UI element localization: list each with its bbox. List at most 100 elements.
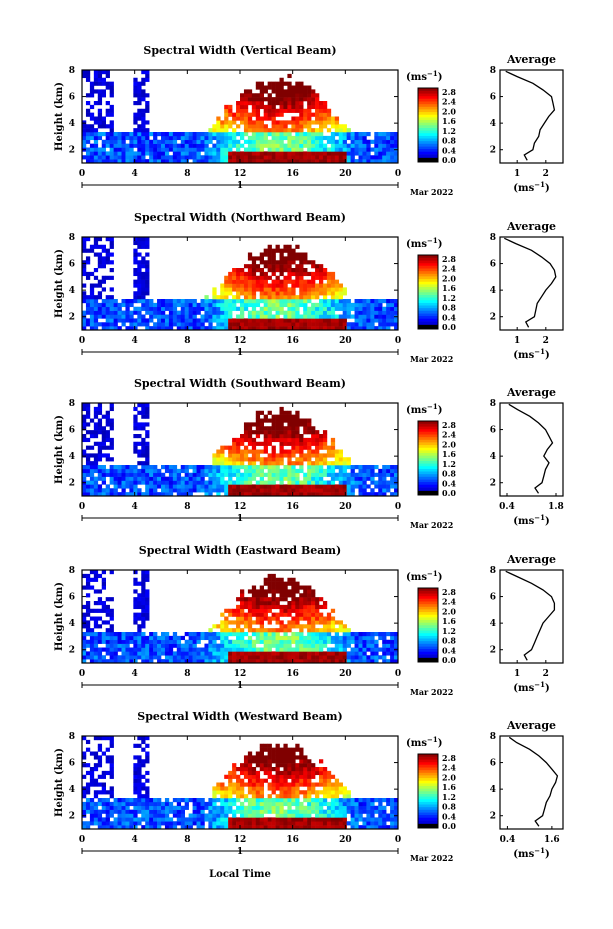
heatmap-cell [82, 120, 87, 125]
colorbar-swatch [418, 93, 438, 97]
heatmap-cell [303, 306, 308, 311]
heatmap-cell [311, 817, 316, 822]
heatmap-cell [334, 128, 340, 133]
colorbar-swatch [418, 601, 438, 605]
heatmap-cell [82, 790, 87, 795]
heatmap-cell [220, 139, 225, 144]
heatmap-cell [259, 585, 264, 590]
heatmap-cell [192, 659, 197, 664]
heatmap-cells [82, 570, 399, 664]
heatmap-cell [208, 639, 213, 644]
heatmap-cell [141, 763, 146, 768]
heatmap-cell [228, 488, 233, 493]
heatmap-cell [358, 139, 363, 144]
heatmap-cell [145, 655, 150, 660]
heatmap-cell [287, 651, 292, 656]
heatmap-cell [196, 139, 201, 144]
heatmap-cell [121, 310, 126, 315]
heatmap-cell [291, 778, 296, 783]
heatmap-cell [82, 624, 87, 629]
heatmap-cell [184, 651, 189, 656]
heatmap-cell [243, 93, 249, 98]
heatmap-cell [259, 488, 264, 493]
colorbar-swatch [418, 310, 438, 314]
heatmap-cell [267, 260, 272, 265]
heatmap-cell [137, 124, 142, 129]
heatmap-cell [133, 778, 138, 783]
heatmap-cell [247, 616, 253, 621]
heatmap-cell [303, 108, 308, 113]
heatmap-cell [109, 763, 114, 768]
x-tick-label: 20 [339, 502, 352, 512]
heatmap-cell [315, 159, 320, 164]
heatmap-cell [319, 767, 324, 772]
heatmap-cell [346, 128, 351, 133]
heatmap-cell [295, 449, 300, 454]
average-x-tick-label: 0.4 [499, 502, 515, 512]
heatmap-cell [247, 778, 253, 783]
heatmap-cell [97, 809, 103, 814]
heatmap-cell [291, 291, 296, 296]
heatmap-cell [330, 488, 336, 493]
heatmap-cell [105, 437, 110, 443]
heatmap-cell [263, 805, 268, 810]
heatmap-cell [113, 488, 118, 493]
heatmap-cell [346, 151, 351, 156]
heatmap-cell [125, 484, 130, 489]
heatmap-cell [322, 774, 328, 779]
heatmap-cell [212, 453, 217, 458]
heatmap-cell [137, 767, 142, 772]
heatmap-cell [362, 159, 367, 164]
heatmap-cell [338, 299, 343, 304]
heatmap-cell [279, 825, 284, 830]
colorbar-swatch [418, 297, 438, 301]
heatmap-cell [334, 299, 340, 304]
heatmap-cell [251, 101, 257, 106]
heatmap-cell [259, 767, 264, 772]
heatmap-cell [164, 322, 170, 327]
colorbar-tick-label: 0.8 [442, 469, 456, 479]
heatmap-cell [287, 248, 292, 253]
heatmap-cell [287, 763, 292, 768]
heatmap-cell [267, 770, 272, 776]
day-label: 1 [237, 181, 243, 191]
heatmap-cell [105, 813, 110, 818]
heatmap-cell [362, 155, 367, 160]
heatmap-cell [299, 295, 304, 300]
heatmap-cell [247, 155, 253, 160]
heatmap-cell [85, 655, 91, 660]
heatmap-cell [109, 813, 114, 818]
heatmap-cell [275, 306, 280, 311]
heatmap-cell [299, 778, 304, 783]
heatmap-cell [283, 492, 288, 497]
heatmap-cell [208, 310, 213, 315]
heatmap-cell [161, 310, 166, 315]
heatmap-cell [188, 322, 193, 327]
heatmap-cell [255, 759, 261, 764]
heatmap-cell [330, 445, 336, 450]
heatmap-cell [291, 271, 296, 277]
heatmap-cell [362, 306, 367, 311]
heatmap-cell [85, 108, 91, 113]
heatmap-cell [153, 825, 158, 830]
heatmap-cell [275, 763, 280, 768]
heatmap-cell [224, 302, 229, 308]
heatmap-cell [287, 97, 292, 102]
heatmap-cell [236, 159, 241, 164]
heatmap-cell [267, 147, 272, 152]
heatmap-cell [259, 589, 264, 594]
heatmap-cell [168, 825, 174, 830]
heatmap-cell [303, 89, 308, 94]
heatmap-cell [251, 271, 257, 277]
heatmap-cell [346, 476, 351, 481]
heatmap-cell [251, 476, 257, 481]
heatmap-cell [378, 147, 383, 152]
heatmap-cell [259, 651, 264, 656]
heatmap-cell [342, 461, 347, 466]
heatmap-cell [303, 492, 308, 497]
heatmap-cell [220, 461, 225, 466]
heatmap-cell [275, 612, 280, 617]
heatmap-cell [149, 659, 154, 664]
heatmap-cell [370, 314, 375, 319]
heatmap-cell [287, 755, 292, 760]
